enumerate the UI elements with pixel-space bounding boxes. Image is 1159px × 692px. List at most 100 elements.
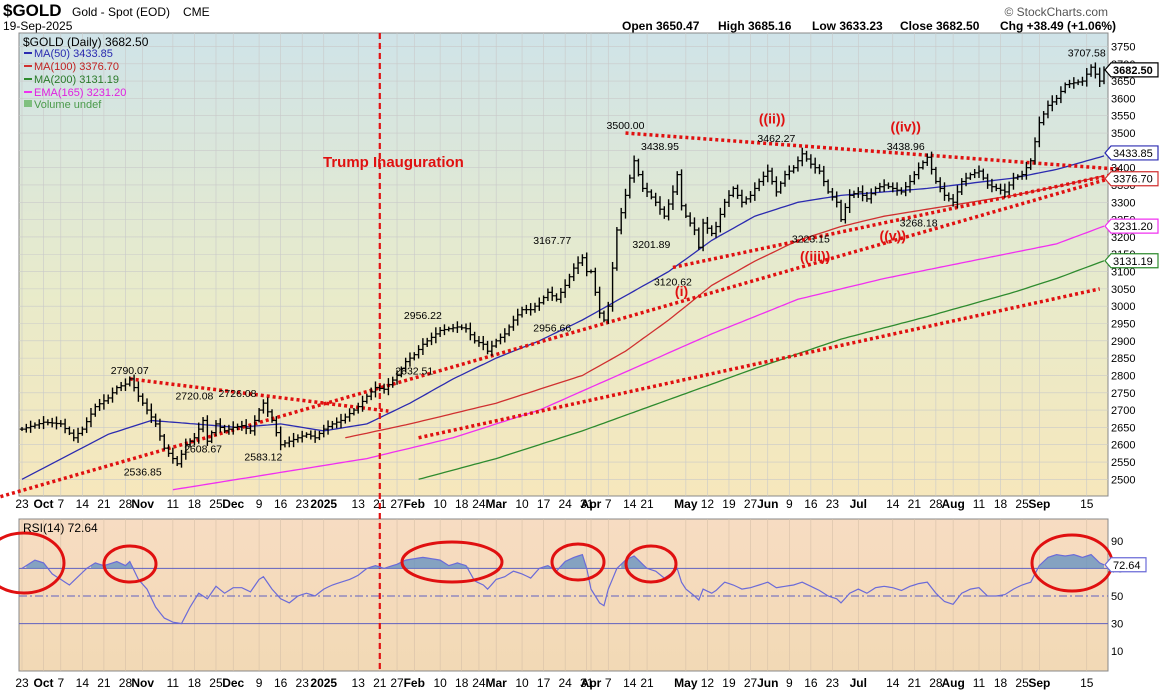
- rsi-highlight-ellipse: [0, 531, 66, 595]
- price-annotation: 3438.96: [887, 141, 925, 153]
- wave-label: ((ii)): [759, 110, 785, 126]
- price-annotation: 2536.85: [124, 467, 162, 479]
- price-annotation: 2720.08: [175, 391, 213, 403]
- rsi-y-tick-label: 50: [1111, 591, 1123, 603]
- value-tag-label: 3376.70: [1113, 174, 1153, 186]
- wave-label: (i): [675, 283, 688, 299]
- rsi-x-tick-label: 7: [57, 676, 64, 690]
- x-tick-label: Aug: [941, 497, 964, 511]
- price-annotation: 3120.62: [654, 276, 692, 288]
- legend-ma100: MA(100) 3376.70: [34, 61, 119, 73]
- price-annotation: 3167.77: [533, 235, 571, 247]
- rsi-x-tick-label: 27: [390, 676, 404, 690]
- x-tick-label: 18: [455, 497, 469, 511]
- rsi-x-tick-label: Apr: [581, 676, 602, 690]
- y-tick-label: 3750: [1111, 41, 1135, 53]
- rsi-x-tick-label: Nov: [131, 676, 154, 690]
- ohlc-low: Low 3633.23: [812, 19, 883, 33]
- rsi-x-tick-label: 27: [744, 676, 758, 690]
- x-tick-label: 14: [76, 497, 90, 511]
- legend-ma50: MA(50) 3433.85: [34, 48, 113, 60]
- x-tick-label: 9: [256, 497, 263, 511]
- chart-date: 19-Sep-2025: [3, 19, 73, 33]
- rsi-x-tick-label: 23: [826, 676, 840, 690]
- value-tag-label: 3433.85: [1113, 148, 1153, 160]
- value-tag-close: [1104, 62, 1159, 78]
- x-tick-label: Dec: [222, 497, 244, 511]
- rsi-x-tick-label: Jun: [757, 676, 778, 690]
- rsi-x-tick-label: 15: [1080, 676, 1094, 690]
- rsi-x-tick-label: 9: [786, 676, 793, 690]
- value-tag-label: 3682.50: [1113, 65, 1153, 77]
- rsi-x-tick-label: 14: [623, 676, 637, 690]
- rsi-x-tick-label: 16: [804, 676, 818, 690]
- x-tick-label: 17: [537, 497, 551, 511]
- rsi-x-tick-label: 13: [352, 676, 366, 690]
- price-annotation: 2726.08: [219, 388, 257, 400]
- x-tick-label: Oct: [34, 497, 54, 511]
- rsi-x-tick-label: Sep: [1028, 676, 1050, 690]
- price-annotation: 2790.07: [111, 365, 149, 377]
- price-annotation: 2956.22: [404, 310, 442, 322]
- trendline: [625, 131, 1122, 172]
- price-panel: [18, 32, 1109, 497]
- y-tick-label: 2700: [1111, 405, 1135, 417]
- rsi-x-tick-label: 25: [1015, 676, 1029, 690]
- x-tick-label: 16: [274, 497, 288, 511]
- rsi-highlight-ellipse: [102, 544, 158, 584]
- ohlc-open: Open 3650.47: [622, 19, 700, 33]
- y-tick-label: 2950: [1111, 319, 1135, 331]
- x-tick-label: 27: [744, 497, 758, 511]
- rsi-x-tick-label: 21: [97, 676, 111, 690]
- x-tick-label: 21: [640, 497, 654, 511]
- main-title: $GOLD (Daily) 3682.50: [23, 35, 149, 49]
- rsi-value-tag-label: 72.64: [1113, 560, 1141, 572]
- rsi-x-tick-label: 11: [167, 676, 180, 690]
- rsi-x-tick-label: 21: [640, 676, 654, 690]
- rsi-x-tick-label: 16: [274, 676, 288, 690]
- rsi-x-tick-label: 10: [433, 676, 447, 690]
- rsi-x-tick-label: 21: [908, 676, 922, 690]
- x-tick-label: 18: [994, 497, 1008, 511]
- y-tick-label: 3100: [1111, 267, 1135, 279]
- x-tick-label: 23: [826, 497, 840, 511]
- x-tick-label: 28: [929, 497, 943, 511]
- rsi-x-tick-label: 12: [701, 676, 715, 690]
- x-tick-label: Jun: [757, 497, 778, 511]
- rsi-x-tick-label: 21: [373, 676, 387, 690]
- rsi-x-tick-label: Aug: [941, 676, 964, 690]
- x-tick-label: 24: [558, 497, 572, 511]
- price-annotation: 3462.27: [757, 133, 795, 145]
- x-tick-label: 23: [296, 497, 310, 511]
- rsi-highlight-ellipse: [400, 540, 504, 584]
- rsi-title: RSI(14) 72.64: [23, 521, 98, 535]
- rsi-panel: [18, 518, 1109, 672]
- value-tag-ma200: [1104, 253, 1159, 269]
- x-tick-label: May: [674, 497, 698, 511]
- x-tick-label: 12: [701, 497, 715, 511]
- watermark: © StockCharts.com: [1004, 5, 1108, 19]
- x-tick-label: 14: [886, 497, 900, 511]
- y-tick-label: 2600: [1111, 440, 1135, 452]
- symbol: $GOLD: [3, 1, 62, 20]
- rsi-x-tick-label: Jul: [850, 676, 867, 690]
- rsi-x-tick-label: Dec: [222, 676, 244, 690]
- rsi-x-tick-label: 2025: [310, 676, 337, 690]
- y-tick-label: 3550: [1111, 111, 1135, 123]
- price-annotation: 2608.67: [184, 444, 222, 456]
- rsi-x-tick-label: Feb: [404, 676, 425, 690]
- x-tick-label: Mar: [486, 497, 508, 511]
- rsi-x-tick-label: 18: [994, 676, 1008, 690]
- rsi-x-tick-label: 23: [15, 676, 29, 690]
- ohlc-high: High 3685.16: [718, 19, 792, 33]
- price-annotation: 3201.89: [632, 239, 670, 251]
- y-tick-label: 3000: [1111, 301, 1135, 313]
- x-tick-label: 21: [373, 497, 387, 511]
- rsi-x-tick-label: 24: [558, 676, 572, 690]
- price-annotation: 3223.15: [792, 233, 830, 245]
- x-tick-label: 25: [1015, 497, 1029, 511]
- y-tick-label: 3650: [1111, 76, 1135, 88]
- y-tick-label: 3300: [1111, 197, 1135, 209]
- x-tick-label: Apr: [581, 497, 602, 511]
- legend-ema165: EMA(165) 3231.20: [34, 87, 126, 99]
